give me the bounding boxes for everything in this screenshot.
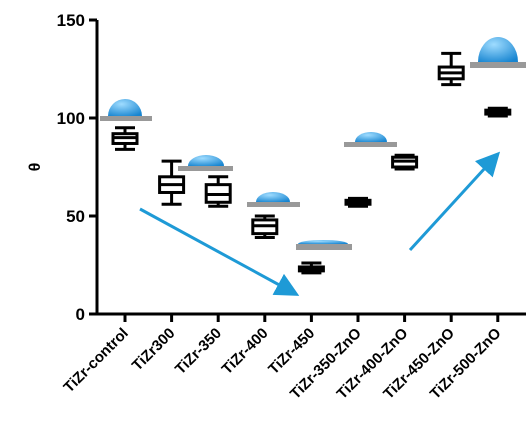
y-tick-label: 50	[66, 207, 85, 226]
x-tick-label: TiZr-400	[219, 325, 272, 378]
x-tick-label: TiZr-control	[60, 325, 131, 396]
y-tick-label: 0	[76, 305, 85, 324]
droplet	[344, 132, 397, 147]
droplet	[247, 192, 300, 207]
x-tick-label: TiZr300	[129, 325, 179, 375]
y-tick-label: 100	[57, 109, 85, 128]
arrow	[410, 156, 496, 250]
droplet	[296, 240, 352, 250]
y-tick-label: 150	[57, 11, 85, 30]
droplet	[470, 37, 526, 68]
droplet	[178, 155, 233, 171]
y-axis-label: θ	[27, 163, 44, 172]
x-tick-label: TiZr-350	[172, 325, 225, 378]
droplet	[100, 99, 152, 121]
chart: θ 0 50 100 150 TiZr-controlTiZr300TiZr-350Ti…	[0, 0, 526, 439]
